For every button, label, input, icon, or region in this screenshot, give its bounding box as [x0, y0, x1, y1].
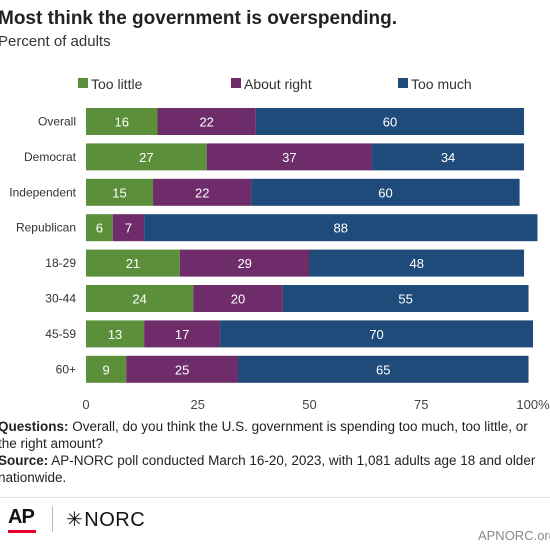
chart-subtitle: Percent of adults: [0, 33, 111, 50]
bar-45-59-too-little: [86, 320, 145, 348]
category-label-18-29: 18-29: [45, 256, 76, 270]
bar-60--too-much: [237, 355, 529, 383]
source-label: Source:: [0, 453, 49, 468]
x-tick-label: 25: [191, 397, 205, 412]
bar-democrat-about-right: [206, 143, 373, 171]
data-label-overall-too-much: 60: [383, 115, 397, 130]
data-label-democrat-too-little: 27: [139, 150, 153, 165]
bar-independent-too-little: [86, 178, 154, 206]
data-label-18-29-about-right: 29: [237, 256, 251, 271]
bar-overall-too-little: [86, 108, 158, 135]
bar-30-44-about-right: [193, 285, 283, 312]
bar-30-44-too-much: [282, 285, 529, 312]
data-label-overall-about-right: 22: [199, 115, 213, 130]
bar-30-44-too-little: [86, 285, 194, 312]
stacked-bar-chart: Too little About right Too much Overall 16 2…: [9, 76, 550, 412]
data-label-45-59-about-right: 17: [175, 327, 189, 342]
x-tick-label: 50: [302, 397, 316, 412]
bar-45-59-too-much: [220, 320, 533, 348]
category-label-republican: Republican: [16, 221, 76, 235]
bar-independent-too-much: [251, 178, 520, 206]
chart-title: Most think the government is overspendin…: [0, 8, 398, 29]
data-label-republican-about-right: 7: [125, 221, 132, 236]
category-label-45-59: 45-59: [45, 327, 76, 341]
chart-bars: Overall 16 22 60 Democrat 27 37 34 Independent 15…: [9, 108, 538, 383]
data-label-18-29-too-little: 21: [126, 256, 140, 271]
x-tick-label: 75: [414, 397, 428, 412]
bar-republican-too-little: [86, 214, 113, 242]
ap-logo: AP: [8, 506, 38, 533]
source-note: Source: AP-NORC poll conducted March 16-…: [0, 452, 548, 486]
bar-democrat-too-little: [86, 143, 207, 171]
data-label-60--too-much: 65: [376, 362, 390, 377]
data-label-45-59-too-little: 13: [108, 327, 122, 342]
data-label-democrat-about-right: 37: [282, 150, 296, 165]
bar-republican-about-right: [112, 214, 145, 242]
data-label-30-44-too-much: 55: [398, 292, 412, 307]
data-label-60--about-right: 25: [175, 362, 189, 377]
bar-republican-too-much: [144, 214, 538, 242]
chart-notes: Questions: Overall, do you think the U.S…: [0, 418, 548, 486]
bar-overall-too-much: [255, 108, 525, 135]
data-label-overall-too-little: 16: [115, 115, 129, 130]
data-label-60--too-little: 9: [102, 362, 109, 377]
data-label-independent-too-little: 15: [112, 185, 126, 200]
source-text: AP-NORC poll conducted March 16-20, 2023…: [0, 453, 536, 485]
category-label-30-44: 30-44: [45, 292, 76, 306]
legend-swatch-too-little: [78, 78, 88, 88]
data-label-democrat-too-much: 34: [441, 150, 455, 165]
legend-label-too-little: Too little: [91, 76, 143, 92]
data-label-30-44-about-right: 20: [231, 292, 245, 307]
logo-divider: [52, 506, 53, 532]
bar-18-29-too-little: [86, 249, 180, 277]
data-label-independent-too-much: 60: [378, 185, 392, 200]
bar-democrat-too-much: [372, 143, 525, 171]
questions-label: Questions:: [0, 419, 69, 434]
data-label-republican-too-little: 6: [96, 221, 103, 236]
norc-logo-text: NORC: [84, 509, 146, 531]
bar-60--about-right: [126, 355, 238, 383]
source-url: APNORC.org: [477, 528, 550, 543]
legend-swatch-too-much: [398, 78, 408, 88]
bar-18-29-about-right: [179, 249, 310, 277]
data-label-18-29-too-much: 48: [410, 256, 424, 271]
category-label-independent: Independent: [9, 185, 76, 199]
x-axis: 0 25 50 75 100%: [82, 397, 550, 412]
legend-swatch-about-right: [231, 78, 241, 88]
chart-legend: Too little About right Too much: [78, 76, 472, 92]
x-tick-label: 100%: [516, 397, 550, 412]
legend-label-about-right: About right: [244, 76, 312, 92]
data-label-republican-too-much: 88: [334, 221, 348, 236]
footer-divider: [0, 497, 550, 498]
legend-label-too-much: Too much: [411, 76, 472, 92]
category-label-overall: Overall: [38, 115, 76, 129]
bar-independent-about-right: [153, 178, 252, 206]
x-tick-label: 0: [82, 397, 89, 412]
norc-star-icon: ✳: [66, 509, 84, 531]
bar-overall-about-right: [157, 108, 256, 135]
ap-logo-underline: [8, 530, 36, 533]
category-label-60-: 60+: [56, 362, 76, 376]
bar-60--too-little: [86, 355, 127, 383]
category-label-democrat: Democrat: [24, 150, 77, 164]
questions-note: Questions: Overall, do you think the U.S…: [0, 418, 548, 452]
questions-text: Overall, do you think the U.S. governmen…: [0, 419, 528, 451]
data-label-30-44-too-little: 24: [132, 292, 146, 307]
bar-45-59-about-right: [144, 320, 221, 348]
bar-18-29-too-much: [309, 249, 525, 277]
data-label-45-59-too-much: 70: [369, 327, 383, 342]
ap-logo-text: AP: [8, 506, 35, 528]
data-label-independent-about-right: 22: [195, 185, 209, 200]
norc-logo: ✳NORC: [66, 507, 145, 532]
